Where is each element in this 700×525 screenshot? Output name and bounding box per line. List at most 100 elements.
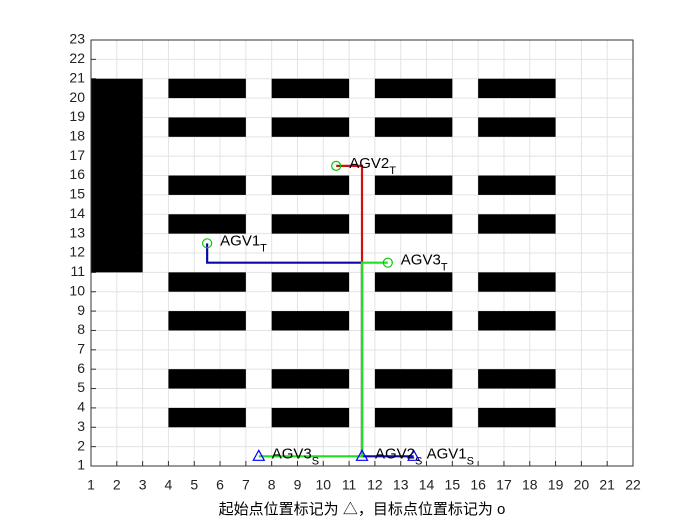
- obstacle: [168, 272, 246, 292]
- y-tick-label: 7: [77, 341, 85, 357]
- y-tick-label: 17: [69, 147, 85, 163]
- y-tick-label: 9: [77, 302, 85, 318]
- goal-label: AGV1T: [220, 232, 267, 254]
- label-subscript: T: [441, 262, 448, 274]
- obstacle: [478, 272, 556, 292]
- agv-name: AGV3: [401, 252, 441, 269]
- obstacle: [271, 407, 350, 428]
- obstacle: [374, 175, 453, 195]
- obstacle: [478, 175, 556, 195]
- label-subscript: T: [389, 165, 396, 177]
- y-tick-label: 13: [69, 224, 85, 240]
- x-tick-label: 9: [294, 477, 302, 493]
- x-tick-label: 6: [216, 477, 224, 493]
- obstacle: [374, 311, 453, 331]
- agv-name: AGV3: [272, 445, 312, 462]
- y-tick-label: 23: [69, 31, 85, 47]
- x-tick-label: 18: [522, 477, 538, 493]
- obstacle: [478, 311, 556, 331]
- y-tick-label: 20: [69, 89, 85, 105]
- goal-marker: [382, 257, 393, 268]
- obstacle: [374, 369, 453, 389]
- x-tick-label: 3: [139, 477, 147, 493]
- x-tick-label: 8: [268, 477, 276, 493]
- x-tick-label: 13: [393, 477, 409, 493]
- x-tick-label: 1: [87, 477, 95, 493]
- agv-path: [258, 261, 388, 458]
- obstacle: [374, 272, 453, 292]
- start-marker: [355, 449, 369, 461]
- x-tick-label: 21: [599, 477, 615, 493]
- agv-name: AGV1: [427, 445, 467, 462]
- obstacle: [271, 117, 350, 137]
- obstacle: [478, 78, 556, 99]
- obstacle: [168, 175, 246, 195]
- obstacle: [271, 78, 350, 99]
- y-tick-label: 8: [77, 321, 85, 337]
- y-tick-label: 1: [77, 457, 85, 473]
- obstacle: [374, 117, 453, 137]
- obstacle: [168, 214, 246, 234]
- x-tick-label: 5: [190, 477, 198, 493]
- y-tick-label: 21: [69, 69, 85, 85]
- start-marker: [407, 449, 421, 461]
- obstacle: [271, 369, 350, 389]
- y-tick-label: 18: [69, 128, 85, 144]
- label-subscript: S: [467, 455, 474, 467]
- agv-name: AGV2: [375, 445, 415, 462]
- y-tick-label: 6: [77, 360, 85, 376]
- obstacle: [91, 78, 143, 273]
- x-tick-label: 14: [419, 477, 435, 493]
- goal-label: AGV3T: [401, 252, 448, 274]
- start-marker: [252, 449, 266, 461]
- obstacle: [374, 78, 453, 99]
- y-tick-label: 19: [69, 108, 85, 124]
- x-tick-label: 15: [445, 477, 461, 493]
- y-tick-label: 3: [77, 418, 85, 434]
- x-tick-label: 19: [548, 477, 564, 493]
- obstacle: [271, 175, 350, 195]
- goal-marker: [202, 238, 213, 249]
- goal-label: AGV2T: [349, 155, 396, 177]
- y-tick-label: 14: [69, 205, 85, 221]
- y-tick-label: 10: [69, 282, 85, 298]
- obstacle: [168, 369, 246, 389]
- obstacle: [478, 117, 556, 137]
- obstacle: [478, 214, 556, 234]
- y-tick-label: 5: [77, 379, 85, 395]
- x-tick-label: 11: [342, 477, 357, 493]
- y-tick-label: 16: [69, 166, 85, 182]
- x-tick-label: 2: [113, 477, 121, 493]
- obstacle: [271, 214, 350, 234]
- start-label: AGV3S: [272, 445, 319, 467]
- x-tick-label: 4: [165, 477, 173, 493]
- y-tick-label: 12: [69, 244, 85, 260]
- obstacle: [374, 214, 453, 234]
- obstacle: [374, 407, 453, 428]
- start-label: AGV2S: [375, 445, 422, 467]
- obstacle: [168, 311, 246, 331]
- x-tick-label: 7: [242, 477, 250, 493]
- goal-marker: [331, 160, 342, 171]
- x-tick-label: 22: [625, 477, 641, 493]
- obstacle: [168, 117, 246, 137]
- axes-box: [90, 39, 634, 467]
- x-tick-label: 17: [496, 477, 512, 493]
- x-tick-label: 20: [574, 477, 590, 493]
- y-tick-label: 11: [70, 263, 85, 279]
- start-label: AGV1S: [427, 445, 474, 467]
- obstacle: [271, 311, 350, 331]
- x-axis-label: 起始点位置标记为 △，目标点位置标记为 o: [219, 501, 506, 518]
- agv-name: AGV2: [349, 155, 389, 172]
- label-subscript: S: [312, 455, 319, 467]
- x-tick-label: 10: [315, 477, 331, 493]
- obstacle: [271, 272, 350, 292]
- obstacle: [168, 407, 246, 428]
- y-tick-label: 22: [69, 50, 85, 66]
- x-tick-label: 12: [367, 477, 383, 493]
- obstacle: [478, 407, 556, 428]
- y-tick-label: 2: [77, 437, 85, 453]
- obstacle: [168, 78, 246, 99]
- label-subscript: T: [260, 242, 267, 254]
